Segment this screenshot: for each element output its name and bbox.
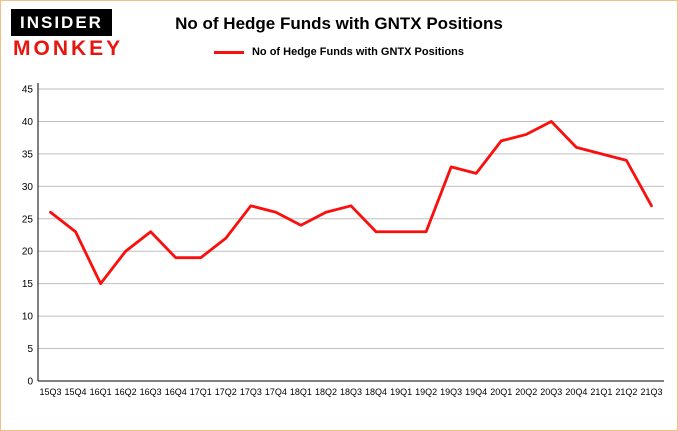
- y-tick-label: 45: [22, 85, 34, 96]
- logo-insider-text: INSIDER: [11, 9, 112, 36]
- y-tick-label: 15: [22, 279, 34, 290]
- x-tick-label: 15Q3: [40, 387, 62, 397]
- data-series-line: [49, 120, 653, 286]
- logo-monkey-text: MONKEY: [13, 37, 124, 60]
- x-tick-label: 20Q2: [515, 387, 537, 397]
- x-tick-label: 19Q2: [415, 387, 437, 397]
- x-tick-label: 18Q1: [290, 387, 312, 397]
- x-tick-label: 17Q1: [190, 387, 212, 397]
- x-tick-label: 16Q2: [115, 387, 137, 397]
- legend-label: No of Hedge Funds with GNTX Positions: [251, 46, 465, 58]
- chart-header: No of Hedge Funds with GNTX Positions No…: [1, 1, 677, 58]
- chart-legend: No of Hedge Funds with GNTX Positions: [1, 46, 677, 58]
- legend-line-marker: [213, 50, 244, 54]
- x-tick-label: 21Q3: [640, 387, 662, 397]
- x-tick-label: 18Q4: [365, 387, 387, 397]
- x-tick-label: 20Q4: [565, 387, 587, 397]
- insider-monkey-logo: INSIDER MONKEY: [11, 9, 123, 61]
- x-tick-label: 20Q3: [540, 387, 562, 397]
- x-tick-label: 17Q4: [265, 387, 287, 397]
- y-tick-label: 0: [27, 377, 33, 388]
- x-tick-label: 16Q3: [140, 387, 162, 397]
- x-tick-label: 18Q3: [340, 387, 362, 397]
- x-tick-label: 21Q2: [615, 387, 637, 397]
- x-tick-label: 17Q2: [215, 387, 237, 397]
- x-tick-label: 16Q4: [165, 387, 187, 397]
- y-tick-label: 5: [27, 344, 33, 355]
- chart-area: 0 5 10 15 20 25 30 35 40 45 15Q3 15Q4 16Q1 16Q2 16Q3 16…: [6, 79, 674, 416]
- x-tick-label: 19Q3: [440, 387, 462, 397]
- x-tick-label: 16Q1: [90, 387, 112, 397]
- y-tick-label: 25: [22, 214, 34, 225]
- y-tick-label: 10: [22, 312, 34, 323]
- line-chart: 0 5 10 15 20 25 30 35 40 45 15Q3 15Q4 16Q1 16Q2 16Q3 16…: [22, 83, 664, 397]
- y-tick-label: 20: [22, 247, 34, 258]
- x-tick-label: 19Q1: [390, 387, 412, 397]
- y-tick-label: 30: [22, 182, 34, 193]
- x-tick-label: 21Q1: [590, 387, 612, 397]
- x-tick-label: 15Q4: [65, 387, 87, 397]
- chart-title: No of Hedge Funds with GNTX Positions: [175, 14, 503, 33]
- x-tick-label: 20Q1: [490, 387, 512, 397]
- y-tick-label: 35: [22, 149, 34, 160]
- x-tick-label: 19Q4: [465, 387, 487, 397]
- y-tick-label: 40: [22, 117, 34, 128]
- x-tick-label: 18Q2: [315, 387, 337, 397]
- x-tick-label: 17Q3: [240, 387, 262, 397]
